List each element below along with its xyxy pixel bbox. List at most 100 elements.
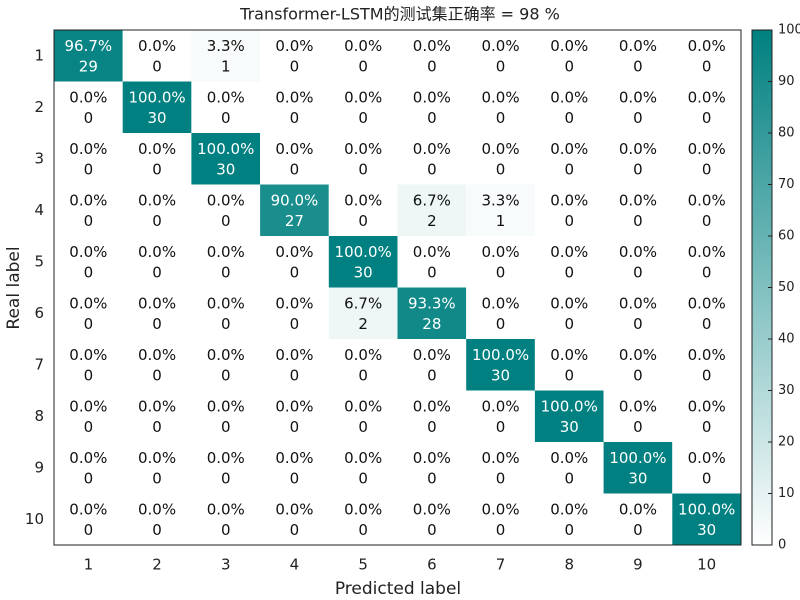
heatmap-cell <box>672 236 741 288</box>
cell-count: 0 <box>221 521 231 539</box>
cell-count: 0 <box>221 367 231 385</box>
heatmap-cell <box>54 339 123 391</box>
cell-count: 0 <box>702 264 712 282</box>
heatmap-cell <box>122 287 192 339</box>
heatmap-cell <box>260 184 329 236</box>
cell-count: 0 <box>84 418 94 436</box>
y-axis-label: Real label <box>4 246 24 329</box>
heatmap-cell <box>603 442 673 494</box>
cell-percent: 0.0% <box>688 397 726 415</box>
heatmap-cell <box>603 133 673 185</box>
heatmap-cell <box>603 81 673 133</box>
cell-count: 0 <box>633 367 643 385</box>
heatmap-cell <box>672 133 741 185</box>
heatmap-cell <box>260 493 329 545</box>
cell-count: 30 <box>560 418 579 436</box>
cell-percent: 0.0% <box>275 500 313 518</box>
cell-percent: 0.0% <box>207 397 245 415</box>
cell-count: 0 <box>290 470 300 488</box>
heatmap-cell <box>328 493 398 545</box>
heatmap-cell <box>122 236 192 288</box>
cell-count: 0 <box>633 109 643 127</box>
cell-percent: 0.0% <box>619 500 657 518</box>
cell-count: 0 <box>427 58 437 76</box>
cell-percent: 0.0% <box>69 88 107 106</box>
cell-count: 0 <box>152 315 162 333</box>
cell-percent: 100.0% <box>472 346 529 364</box>
cell-percent: 0.0% <box>550 88 588 106</box>
colorbar-tick-label: 70 <box>778 177 795 192</box>
x-tick-label: 1 <box>84 556 94 574</box>
cell-count: 0 <box>564 109 574 127</box>
heatmap-cell <box>466 184 535 236</box>
y-tick-label: 9 <box>34 458 44 476</box>
cell-count: 0 <box>290 264 300 282</box>
cell-count: 0 <box>290 418 300 436</box>
cell-count: 0 <box>358 58 368 76</box>
x-axis-label: Predicted label <box>335 579 461 599</box>
cell-percent: 0.0% <box>688 88 726 106</box>
cell-count: 0 <box>152 418 162 436</box>
heatmap-cell <box>260 30 329 82</box>
cell-count: 30 <box>354 264 373 282</box>
cell-count: 2 <box>358 315 368 333</box>
cell-percent: 0.0% <box>138 449 176 467</box>
cell-count: 0 <box>221 109 231 127</box>
cell-percent: 0.0% <box>207 88 245 106</box>
y-tick-label: 6 <box>34 304 44 322</box>
cell-percent: 100.0% <box>197 140 254 158</box>
x-tick-label: 3 <box>221 556 231 574</box>
cell-count: 0 <box>702 58 712 76</box>
cell-percent: 0.0% <box>275 449 313 467</box>
cell-percent: 6.7% <box>344 294 382 312</box>
heatmap-cell <box>328 339 398 391</box>
heatmap-cell <box>328 184 398 236</box>
heatmap-cell <box>54 236 123 288</box>
cell-percent: 0.0% <box>550 37 588 55</box>
cell-percent: 0.0% <box>481 500 519 518</box>
heatmap-cell <box>466 81 535 133</box>
heatmap-cell <box>122 184 192 236</box>
cell-count: 0 <box>152 470 162 488</box>
cell-percent: 0.0% <box>275 37 313 55</box>
cell-percent: 0.0% <box>481 88 519 106</box>
cell-percent: 0.0% <box>481 449 519 467</box>
cell-percent: 0.0% <box>344 191 382 209</box>
heatmap-cell <box>191 442 261 494</box>
heatmap-cell <box>122 30 192 82</box>
x-tick-label: 7 <box>496 556 506 574</box>
cell-percent: 0.0% <box>481 243 519 261</box>
colorbar-tick-label: 0 <box>778 538 786 553</box>
heatmap-cell <box>672 81 741 133</box>
cell-count: 0 <box>221 418 231 436</box>
x-tick-label: 8 <box>564 556 574 574</box>
cell-percent: 0.0% <box>413 500 451 518</box>
cell-count: 0 <box>702 418 712 436</box>
y-tick-label: 10 <box>25 510 44 528</box>
cell-percent: 100.0% <box>678 500 735 518</box>
colorbar-tick-label: 90 <box>778 74 795 89</box>
heatmap-cell <box>534 184 604 236</box>
heatmap-cell <box>466 339 535 391</box>
cell-percent: 0.0% <box>550 294 588 312</box>
heatmap-cell <box>191 236 261 288</box>
cell-percent: 0.0% <box>138 140 176 158</box>
cell-percent: 0.0% <box>344 346 382 364</box>
cell-count: 0 <box>152 367 162 385</box>
y-tick-label: 1 <box>34 46 44 64</box>
chart-title: Transformer-LSTM的测试集正确率 = 98 % <box>239 5 560 24</box>
heatmap-cell <box>122 493 192 545</box>
cell-percent: 0.0% <box>619 191 657 209</box>
heatmap-cell <box>328 81 398 133</box>
cell-percent: 0.0% <box>138 346 176 364</box>
cell-percent: 0.0% <box>138 397 176 415</box>
colorbar-tick-label: 80 <box>778 126 795 141</box>
cell-percent: 0.0% <box>207 294 245 312</box>
y-tick-label: 3 <box>34 149 44 167</box>
cell-count: 0 <box>564 367 574 385</box>
cell-count: 0 <box>152 212 162 230</box>
cell-count: 29 <box>79 58 98 76</box>
cell-percent: 0.0% <box>138 500 176 518</box>
cell-count: 1 <box>496 212 506 230</box>
heatmap-cell <box>260 236 329 288</box>
